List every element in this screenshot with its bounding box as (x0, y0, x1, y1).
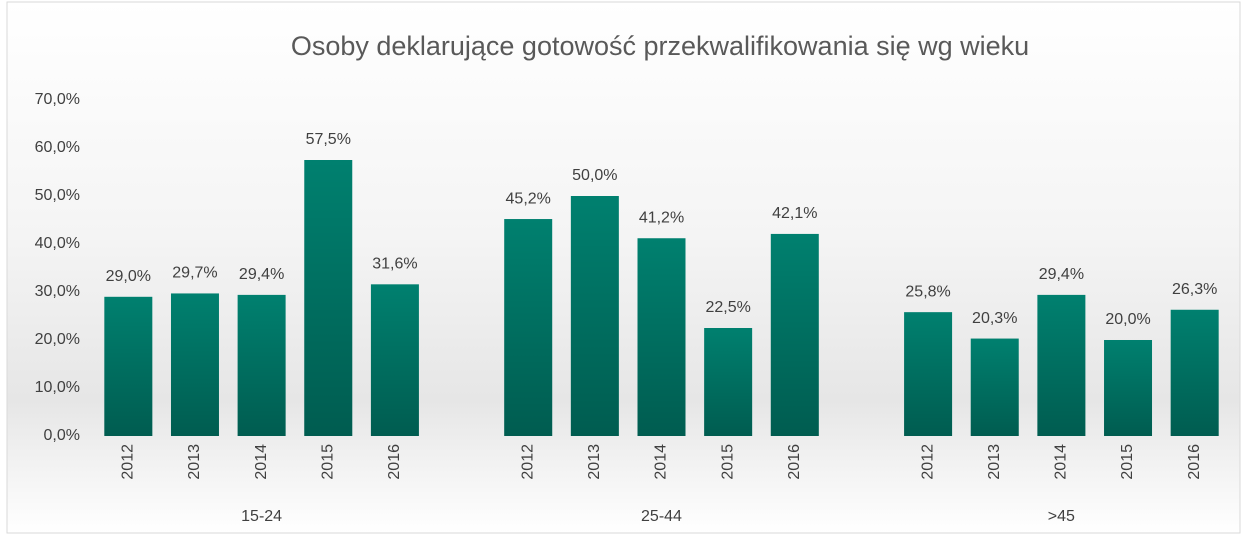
group-label: 25-44 (641, 508, 682, 525)
x-tick-label: 2016 (786, 444, 803, 480)
data-label: 45,2% (506, 190, 551, 207)
x-tick-label: 2015 (1119, 444, 1136, 480)
y-tick-label: 0,0% (44, 427, 80, 444)
x-tick-label: 2012 (120, 444, 137, 480)
bar-shade (637, 238, 686, 436)
y-tick-label: 20,0% (35, 331, 80, 348)
x-tick-label: 2015 (319, 444, 336, 480)
data-label: 57,5% (306, 131, 351, 148)
y-tick-label: 70,0% (35, 91, 80, 108)
data-label: 26,3% (1172, 281, 1217, 298)
y-tick-label: 30,0% (35, 283, 80, 300)
bar-shade (1104, 340, 1153, 436)
data-label: 29,4% (1039, 266, 1084, 283)
x-tick-label: 2013 (986, 444, 1003, 480)
bar-shade (104, 296, 153, 436)
x-tick-label: 2012 (919, 444, 936, 480)
y-tick-label: 10,0% (35, 379, 80, 396)
x-tick-label: 2016 (386, 444, 403, 480)
bar-shade (1170, 309, 1219, 436)
data-label: 50,0% (572, 167, 617, 184)
data-label: 20,3% (972, 310, 1017, 327)
data-label: 29,7% (172, 265, 217, 282)
x-tick-label: 2013 (186, 444, 203, 480)
bar-shade (237, 294, 286, 436)
x-tick-label: 2014 (253, 444, 270, 480)
data-label: 29,4% (239, 266, 284, 283)
y-tick-label: 40,0% (35, 235, 80, 252)
data-label: 29,0% (106, 268, 151, 285)
bar-shade (570, 196, 619, 436)
data-label: 22,5% (705, 299, 750, 316)
bar-shade (170, 293, 219, 436)
x-tick-label: 2013 (586, 444, 603, 480)
y-tick-label: 60,0% (35, 139, 80, 156)
chart-background (6, 1, 1241, 534)
x-tick-label: 2014 (653, 444, 670, 480)
y-tick-label: 50,0% (35, 187, 80, 204)
x-tick-label: 2015 (719, 444, 736, 480)
data-label: 31,6% (372, 256, 417, 273)
x-tick-label: 2012 (519, 444, 536, 480)
bar-shade (504, 219, 553, 436)
bar-shade (370, 284, 419, 436)
bar-shade (1037, 294, 1086, 436)
data-label: 20,0% (1105, 311, 1150, 328)
group-label: >45 (1048, 508, 1075, 525)
bar-shade (770, 233, 819, 436)
chart-title: Osoby deklarujące gotowość przekwalifiko… (291, 31, 1029, 61)
data-label: 41,2% (639, 209, 684, 226)
data-label: 42,1% (772, 205, 817, 222)
bar-shade (704, 328, 753, 436)
x-tick-label: 2016 (1186, 444, 1203, 480)
group-label: 15-24 (241, 508, 282, 525)
data-label: 25,8% (905, 283, 950, 300)
bar-shade (904, 312, 953, 436)
bar-shade (970, 338, 1019, 436)
x-tick-label: 2014 (1053, 444, 1070, 480)
bar-shade (304, 160, 353, 436)
